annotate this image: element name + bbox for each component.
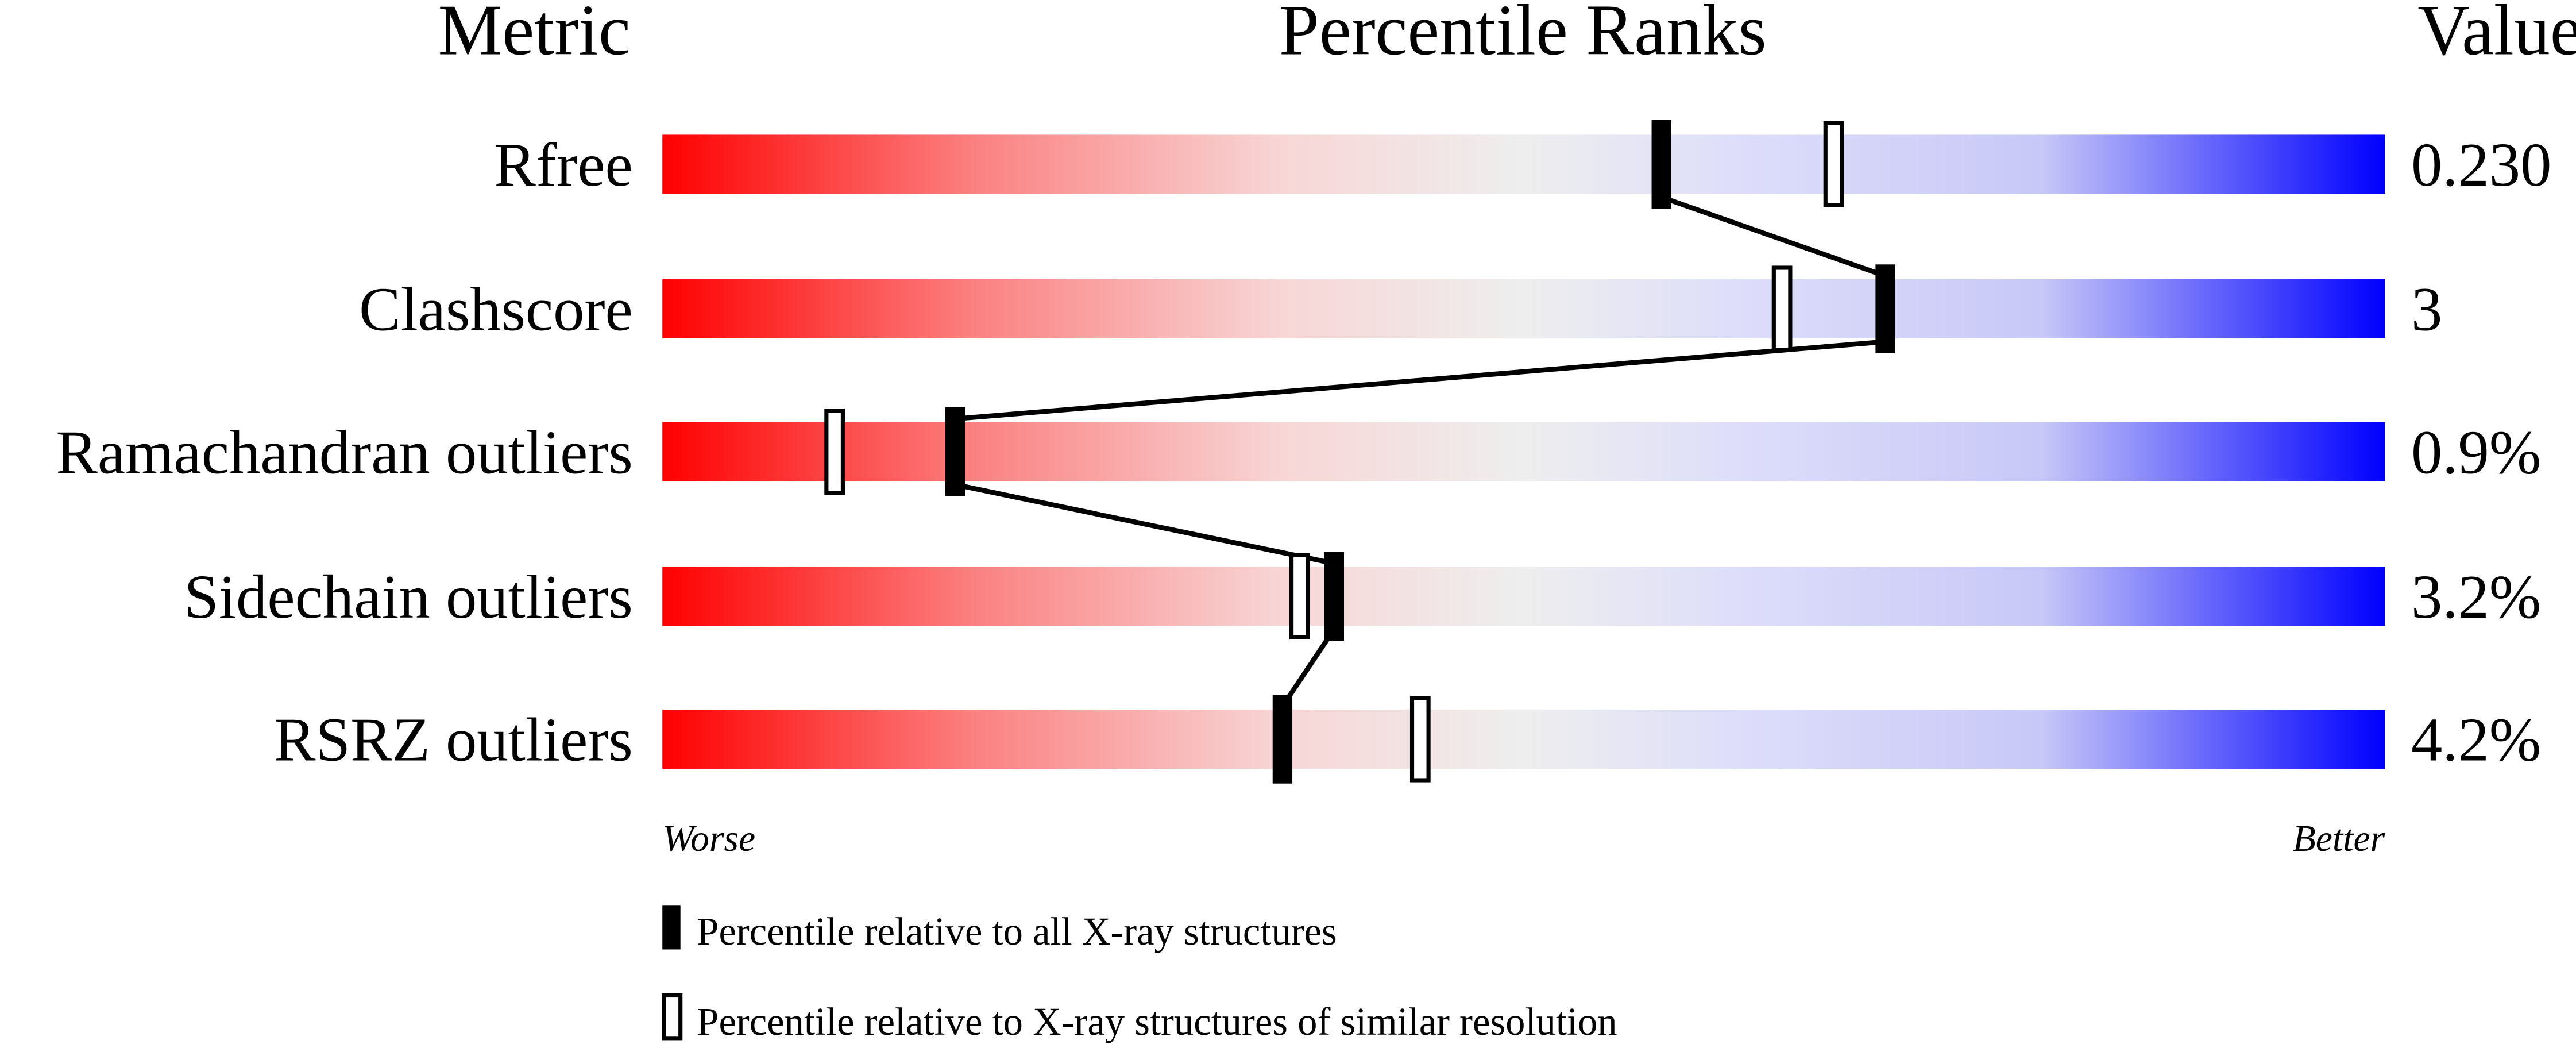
legend-open-marker: [662, 993, 683, 1041]
similar-resolution-marker: [1289, 553, 1310, 639]
similar-resolution-marker: [1823, 121, 1844, 207]
connector-line: [1660, 195, 1886, 279]
legend-open-label: Percentile relative to X-ray structures …: [697, 1000, 1617, 1043]
header-percentile-ranks: Percentile Ranks: [1279, 0, 1767, 70]
percentile-bar: [662, 279, 2385, 338]
all-structures-marker: [1875, 264, 1895, 353]
percentile-bar: [662, 710, 2385, 769]
metric-label: Sidechain outliers: [184, 562, 632, 631]
all-structures-marker: [945, 407, 965, 496]
metric-value: 3.2%: [2411, 562, 2541, 631]
similar-resolution-marker: [1771, 265, 1793, 352]
similar-resolution-marker: [1409, 696, 1431, 783]
metric-value: 4.2%: [2411, 706, 2541, 775]
metric-label: Clashscore: [359, 275, 633, 344]
similar-resolution-marker: [824, 409, 845, 495]
connector-line: [955, 339, 1886, 422]
metric-value: 0.9%: [2411, 418, 2541, 487]
header-value: Value: [2417, 0, 2576, 70]
legend-filled-marker: [662, 905, 681, 950]
metric-label: Rfree: [495, 130, 633, 199]
worse-label: Worse: [662, 818, 755, 860]
all-structures-marker: [1651, 120, 1671, 209]
metric-value: 3: [2411, 275, 2442, 344]
header-metric: Metric: [438, 0, 631, 70]
legend-filled-label: Percentile relative to all X-ray structu…: [697, 910, 1337, 953]
better-label: Better: [2293, 818, 2385, 860]
all-structures-marker: [1324, 552, 1345, 641]
all-structures-marker: [1272, 695, 1293, 784]
metric-label: Ramachandran outliers: [56, 418, 632, 487]
percentile-bar: [662, 422, 2385, 481]
connector-line: [1280, 627, 1337, 708]
metric-value: 0.230: [2411, 130, 2551, 199]
connector-line: [955, 482, 1335, 566]
percentile-bar: [662, 134, 2385, 194]
metric-label: RSRZ outliers: [274, 706, 633, 775]
percentile-bar: [662, 567, 2385, 626]
